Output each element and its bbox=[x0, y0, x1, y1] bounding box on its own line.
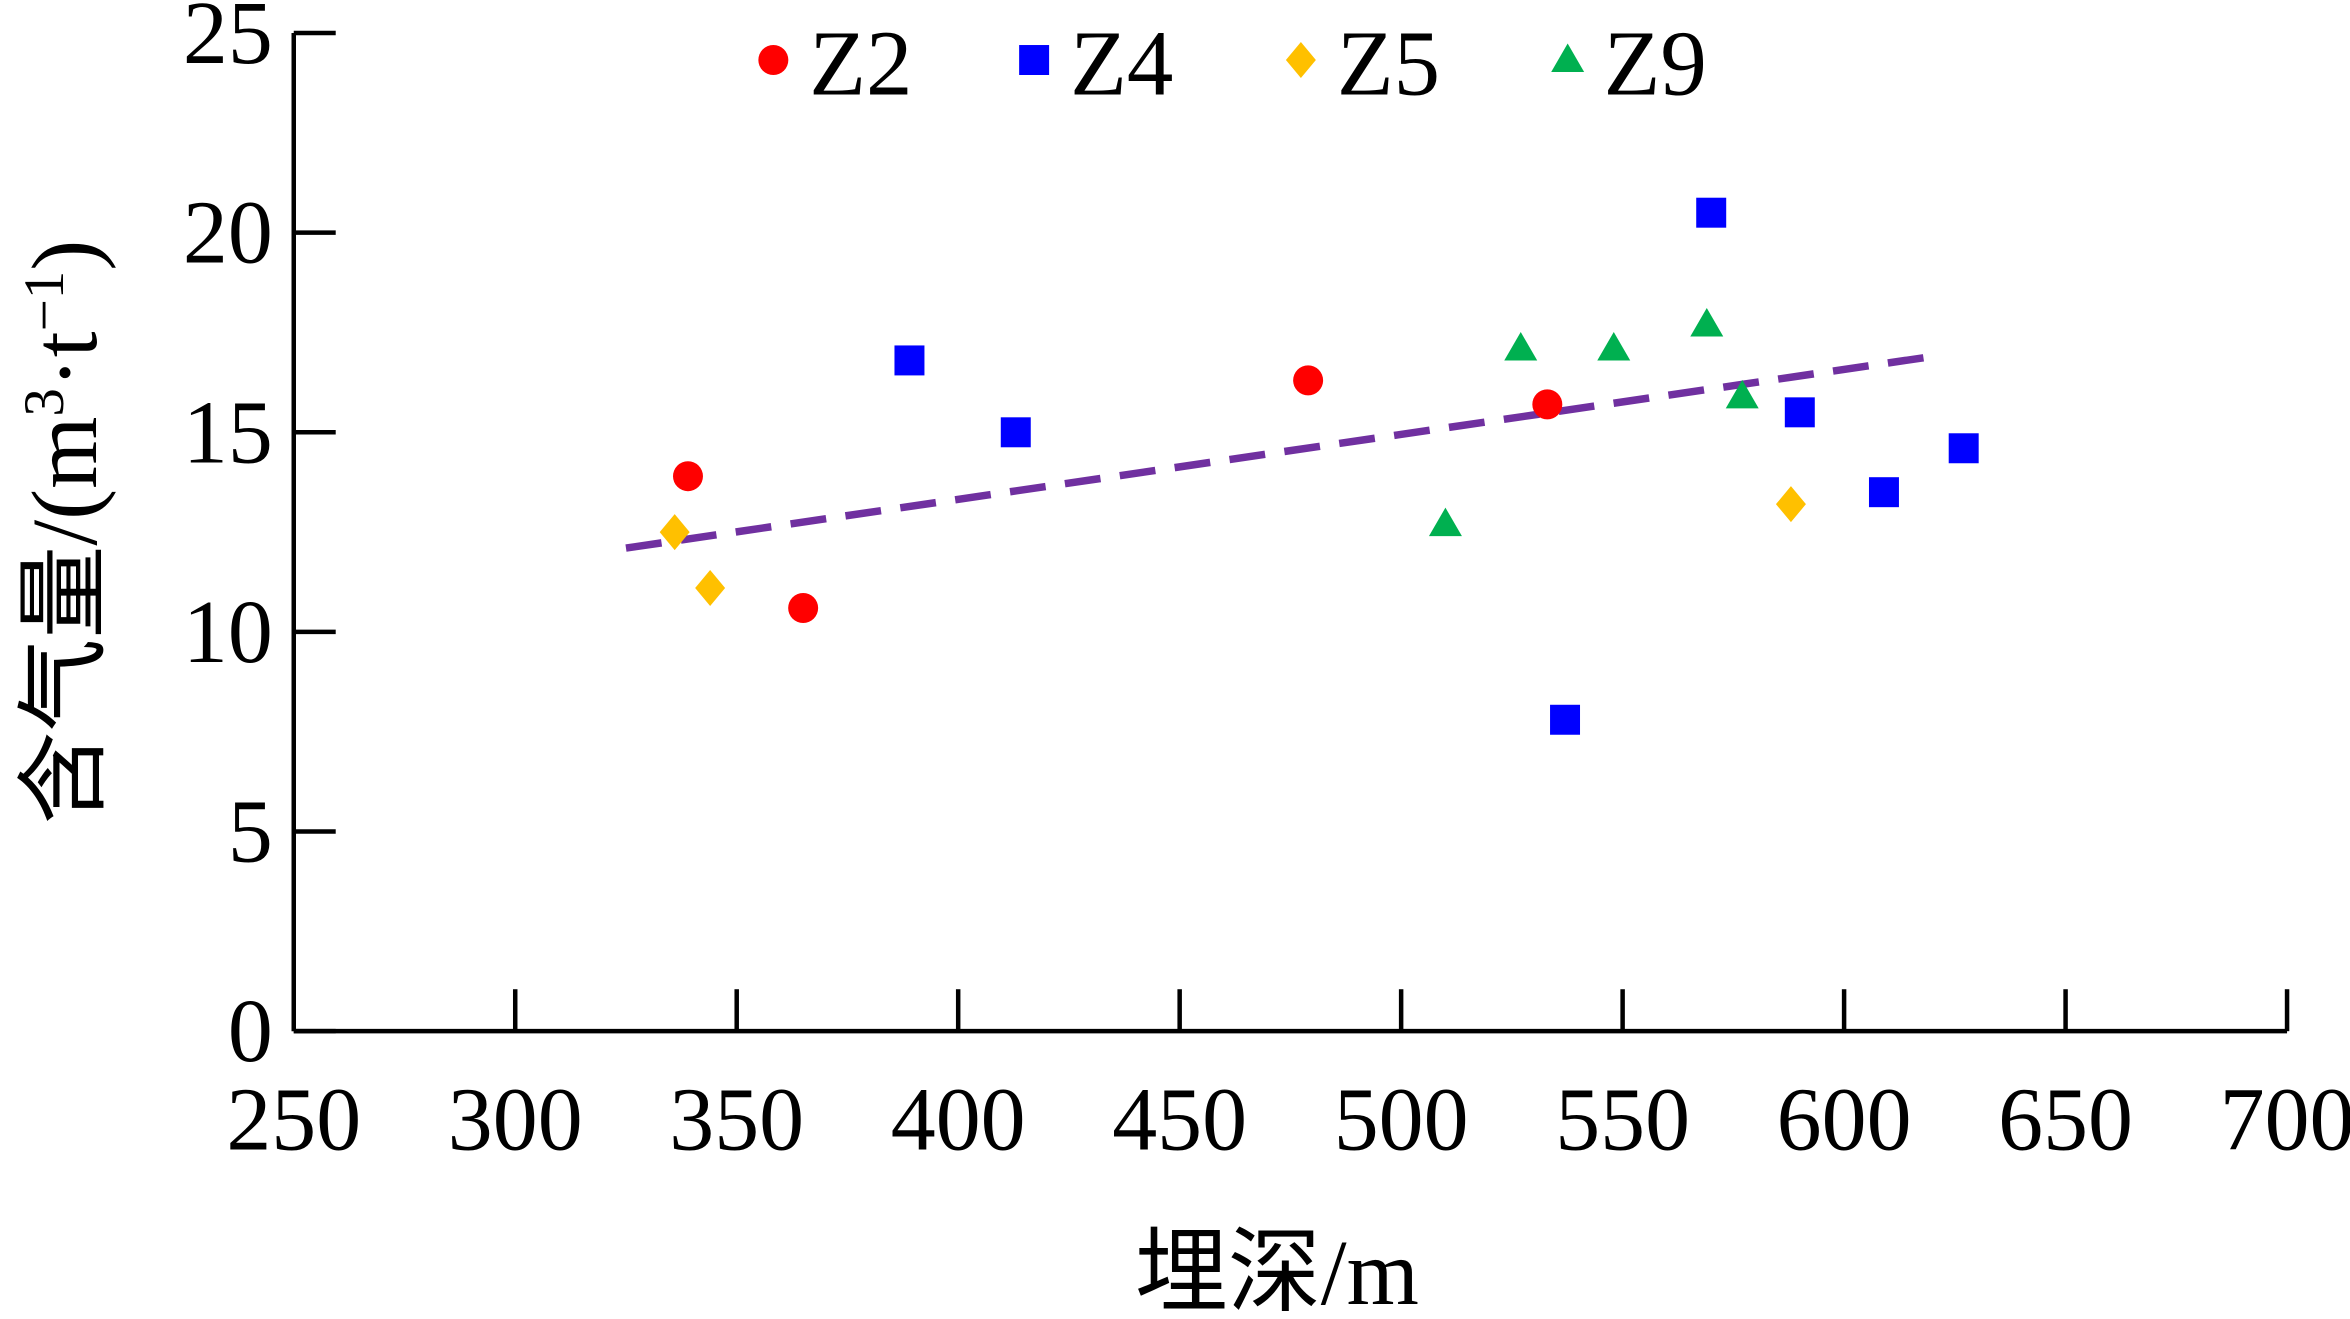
y-tick-label: 25 bbox=[183, 0, 273, 83]
data-point-z2 bbox=[1293, 365, 1324, 396]
data-point-z9 bbox=[1690, 308, 1724, 337]
legend-label: Z9 bbox=[1604, 12, 1707, 115]
x-tick-label: 300 bbox=[448, 1071, 583, 1170]
trendline-group bbox=[625, 352, 1934, 552]
legend-label: Z4 bbox=[1070, 12, 1173, 115]
data-point-z4 bbox=[1784, 397, 1815, 428]
data-point-z5 bbox=[659, 514, 690, 551]
data-point-z9 bbox=[1428, 507, 1462, 537]
data-point-z2 bbox=[1532, 389, 1563, 420]
y-tick-label: 15 bbox=[183, 383, 273, 482]
axes: 250 300 350 400 450 500 550 600 650 700 0 5 10 15 20 25 bbox=[183, 0, 2350, 1170]
data-point-z9 bbox=[1725, 379, 1759, 409]
legend-marker-z5 bbox=[1285, 42, 1316, 78]
data-point-z5 bbox=[1775, 486, 1806, 523]
legend: Z2 Z4 Z5 Z9 bbox=[758, 12, 1707, 115]
y-tick-label: 20 bbox=[183, 184, 273, 283]
x-tick-label: 600 bbox=[1777, 1071, 1912, 1170]
y-tick-label: 10 bbox=[183, 583, 273, 682]
data-point-z4 bbox=[894, 345, 925, 376]
legend-marker-z9 bbox=[1551, 43, 1585, 72]
x-axis-label: 埋深/m bbox=[1135, 1222, 1419, 1319]
legend-label: Z2 bbox=[809, 12, 912, 115]
legend-marker-z4 bbox=[1019, 45, 1050, 75]
y-tick-label: 5 bbox=[228, 783, 273, 882]
x-tick-label: 550 bbox=[1555, 1071, 1690, 1170]
data-point-z9 bbox=[1597, 331, 1631, 361]
data-points bbox=[659, 197, 1979, 735]
data-point-z2 bbox=[788, 592, 819, 623]
data-point-z2 bbox=[672, 461, 703, 492]
y-tick-label: 0 bbox=[228, 982, 273, 1081]
data-point-z9 bbox=[1504, 331, 1538, 361]
y-axis-label: 含气量/(m3·t−1) bbox=[13, 240, 117, 825]
data-point-z5 bbox=[695, 570, 726, 606]
data-point-z4 bbox=[1550, 704, 1581, 735]
data-point-z4 bbox=[1696, 197, 1727, 228]
trendline bbox=[625, 352, 1934, 552]
data-point-z4 bbox=[1948, 433, 1979, 464]
data-point-z4 bbox=[1868, 477, 1899, 508]
legend-marker-z2 bbox=[758, 45, 789, 75]
data-point-z4 bbox=[1000, 417, 1031, 448]
x-tick-label: 350 bbox=[669, 1071, 804, 1170]
x-tick-label: 450 bbox=[1112, 1071, 1247, 1170]
x-tick-label: 500 bbox=[1334, 1071, 1469, 1170]
x-tick-label: 400 bbox=[891, 1071, 1026, 1170]
x-tick-label: 700 bbox=[2220, 1071, 2350, 1170]
x-tick-label: 650 bbox=[1998, 1071, 2133, 1170]
legend-label: Z5 bbox=[1337, 12, 1440, 115]
x-tick-label: 250 bbox=[226, 1071, 361, 1170]
